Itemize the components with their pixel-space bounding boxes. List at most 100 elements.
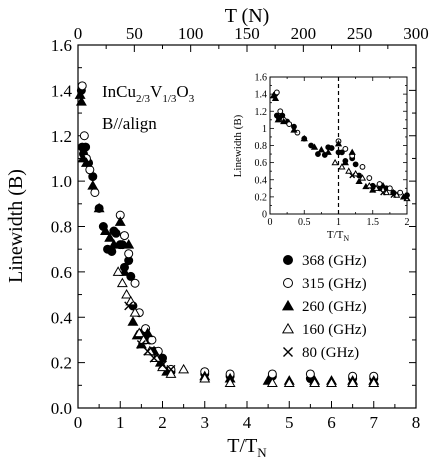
- data-point: [100, 225, 111, 235]
- data-point: [124, 301, 134, 311]
- data-point: [125, 295, 137, 306]
- legend-marker: [283, 255, 293, 265]
- data-point: [347, 377, 359, 387]
- legend-label: 260 (GHz): [302, 299, 367, 315]
- inset-x-tick-label: 0: [268, 217, 273, 228]
- x-tick-label: 7: [370, 413, 379, 432]
- legend-label: 160 (GHz): [302, 322, 367, 338]
- data-point: [119, 266, 130, 276]
- data-point: [130, 278, 140, 288]
- data-point: [93, 202, 105, 213]
- data-point: [129, 307, 141, 317]
- inset-data-point: [339, 149, 345, 156]
- data-point: [114, 216, 126, 226]
- inset-x-axis-title: T/TN: [327, 229, 350, 243]
- inset-data-point: [382, 188, 391, 196]
- inset-data-point: [331, 158, 339, 166]
- data-point: [124, 249, 134, 259]
- data-point: [368, 377, 380, 387]
- inset-x-tick-label: 0.5: [298, 217, 311, 228]
- y-tick-label: 0.0: [51, 399, 72, 418]
- data-point: [104, 232, 116, 242]
- data-point: [158, 360, 167, 370]
- legend-marker: [283, 278, 293, 288]
- top-tick-label: 200: [291, 24, 317, 43]
- inset-y-tick-label: 0.4: [255, 175, 268, 186]
- y-tick-label: 0.2: [51, 354, 72, 373]
- inset-data-point: [290, 126, 298, 133]
- inset-data-point: [334, 140, 343, 147]
- inset-data-point: [342, 146, 349, 152]
- inset-data-point: [366, 175, 373, 181]
- data-point: [80, 157, 92, 167]
- data-point: [224, 377, 236, 387]
- inset-data-point: [380, 189, 386, 196]
- x-tick-label: 1: [116, 413, 125, 432]
- inset-data-point: [271, 94, 280, 101]
- inset-data-point: [317, 146, 325, 153]
- inset-data-point: [338, 163, 346, 170]
- inset-data-point: [379, 181, 387, 189]
- inset-data-point: [328, 145, 335, 151]
- data-point: [119, 231, 129, 241]
- top-tick-label: 0: [74, 24, 83, 43]
- inset-data-point: [404, 194, 410, 201]
- data-point: [87, 180, 99, 190]
- data-point: [283, 377, 295, 387]
- inset-axis-ticks: [269, 76, 408, 215]
- inset-data-point: [277, 108, 284, 115]
- compound-annotation: InCu2/3V1/3O3: [102, 82, 195, 105]
- x-axis-title: T/TN: [227, 435, 267, 460]
- inset-y-axis-title: Linewidth (B): [232, 114, 244, 177]
- y-tick-label: 1.4: [51, 81, 73, 100]
- data-point: [123, 239, 135, 249]
- x-tick-label: 0: [74, 413, 83, 432]
- field-annotation: B//align: [102, 114, 157, 133]
- inset-data-point: [390, 192, 397, 199]
- inset-x-tick-label: 1: [336, 217, 341, 228]
- x-axis-title-main: T/T: [227, 435, 257, 457]
- main-tick-labels: 0 1 2 3 4 5 6 7 80 50 100 150 200 250 3000.00.20.40.60…: [51, 24, 429, 432]
- inset-x-tick-label: 1.5: [367, 217, 380, 228]
- y-tick-label: 0.6: [51, 263, 72, 282]
- data-point: [111, 228, 121, 238]
- inset-data-markers: [269, 89, 411, 202]
- y-tick-label: 1.6: [51, 36, 72, 55]
- inset-data-point: [349, 172, 356, 179]
- top-x-axis-title: T (N): [225, 5, 270, 27]
- inset-data-point: [352, 161, 359, 168]
- inset-data-point: [274, 116, 282, 123]
- legend-label: 368 (GHz): [302, 253, 367, 269]
- inset-data-point: [286, 121, 293, 127]
- x-axis-title-sub: N: [257, 445, 267, 460]
- data-point: [149, 353, 159, 363]
- data-point: [147, 335, 157, 345]
- inset-data-point: [345, 167, 353, 174]
- data-point: [81, 142, 91, 152]
- data-point: [79, 131, 89, 141]
- x-tick-label: 5: [285, 413, 294, 432]
- inset-data-point: [358, 174, 367, 181]
- inset-y-tick-label: 1.6: [255, 73, 268, 84]
- x-tick-label: 6: [327, 413, 336, 432]
- inset-data-point: [355, 177, 363, 185]
- legend: 368 (GHz) 315 (GHz) 260 (GHz) 160 (GHz) 80 (…: [281, 253, 367, 361]
- legend-marker: [283, 347, 293, 357]
- legend-marker: [281, 322, 295, 334]
- inset-y-tick-label: 0.6: [255, 158, 268, 169]
- inset-data-point: [365, 181, 373, 189]
- y-tick-label: 0.4: [51, 308, 73, 327]
- inset-y-tick-label: 1.2: [255, 107, 268, 118]
- inset-y-tick-label: 1.4: [255, 90, 268, 101]
- top-tick-label: 150: [234, 24, 260, 43]
- x-tick-label: 8: [412, 413, 421, 432]
- inset-data-point: [393, 191, 401, 198]
- data-point: [85, 165, 95, 175]
- inset-data-point: [359, 164, 366, 170]
- data-point: [138, 334, 149, 344]
- data-point: [166, 364, 176, 374]
- inset-data-point: [397, 189, 404, 196]
- legend-marker: [281, 299, 295, 311]
- data-point: [326, 377, 337, 387]
- inset-data-point: [280, 117, 288, 125]
